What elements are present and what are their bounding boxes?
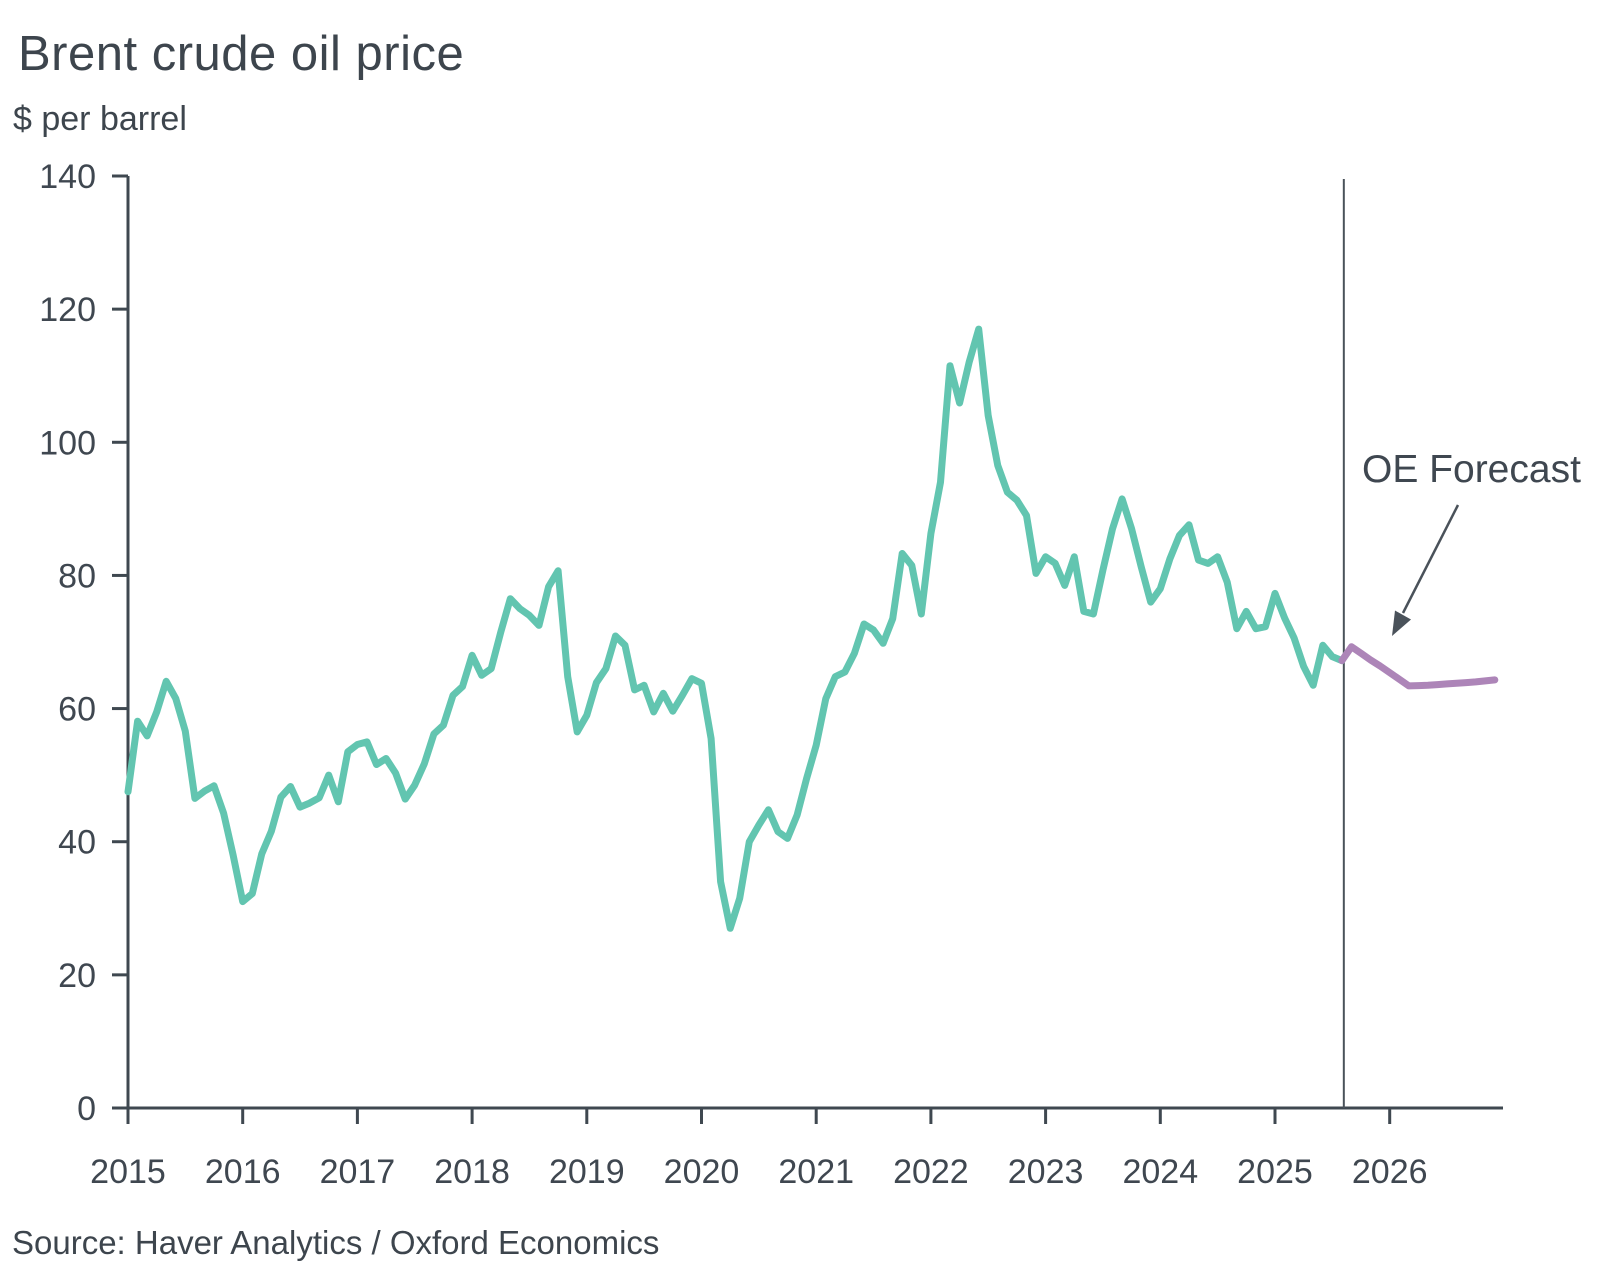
x-tick-marks <box>126 1108 1392 1124</box>
y-tick-label: 60 <box>58 691 96 729</box>
x-tick-label: 2017 <box>320 1153 396 1191</box>
y-tick-label: 20 <box>58 957 96 995</box>
x-tick-label: 2021 <box>778 1153 854 1191</box>
y-tick-label: 100 <box>39 424 96 462</box>
history-line <box>124 325 1346 932</box>
arrow-head-icon <box>1392 610 1411 636</box>
y-tick-label: 0 <box>77 1090 96 1128</box>
y-tick-marks <box>112 174 128 1110</box>
y-tick-label: 140 <box>39 158 96 196</box>
x-tick-label: 2016 <box>205 1153 281 1191</box>
y-tick-label: 80 <box>58 557 96 595</box>
x-tick-label: 2020 <box>664 1153 740 1191</box>
x-tick-label: 2018 <box>434 1153 510 1191</box>
source-note: Source: Haver Analytics / Oxford Economi… <box>12 1224 660 1261</box>
arrow-shaft <box>1401 504 1460 614</box>
chart-title: Brent crude oil price <box>18 27 465 81</box>
x-tick-label: 2025 <box>1237 1153 1313 1191</box>
y-tick-labels: 0 20 40 60 80 100 120 140 <box>39 158 96 1128</box>
x-tick-label: 2022 <box>893 1153 969 1191</box>
x-tick-labels: 2015 2016 2017 2018 2019 2020 2021 2022 2023 2024… <box>90 1153 1427 1191</box>
forecast-annotation-label: OE Forecast <box>1362 448 1581 491</box>
forecast-annotation-arrow <box>1392 504 1460 636</box>
y-tick-label: 40 <box>58 824 96 862</box>
axes <box>112 176 1503 1110</box>
chart-subtitle: $ per barrel <box>13 100 187 138</box>
forecast-line <box>1338 643 1499 690</box>
y-tick-label: 120 <box>39 291 96 329</box>
x-tick-label: 2024 <box>1122 1153 1198 1191</box>
x-tick-label: 2015 <box>90 1153 166 1191</box>
x-tick-label: 2026 <box>1352 1153 1428 1191</box>
x-tick-label: 2019 <box>549 1153 625 1191</box>
x-tick-label: 2023 <box>1008 1153 1084 1191</box>
